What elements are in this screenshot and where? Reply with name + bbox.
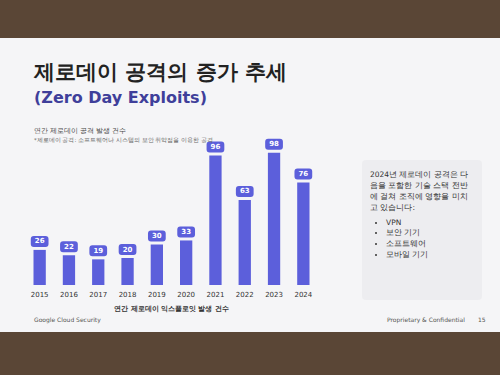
- svg-text:22: 22: [64, 243, 74, 251]
- svg-text:2024: 2024: [294, 291, 312, 299]
- svg-text:2018: 2018: [119, 291, 137, 299]
- svg-text:63: 63: [240, 187, 250, 195]
- svg-text:98: 98: [269, 140, 279, 148]
- html-text:보안 기기: 보안 기기: [386, 228, 421, 238]
- svg-text:2019: 2019: [148, 291, 166, 299]
- svg-text:19: 19: [93, 247, 103, 255]
- html-text:제로데이 공격의 증가 추세: 제로데이 공격의 증가 추세: [34, 60, 287, 84]
- svg-text:연간 제로데이 익스플로잇 발생 건수: 연간 제로데이 익스플로잇 발생 건수: [114, 305, 229, 313]
- html-text:모바일 기기: 모바일 기기: [386, 250, 429, 260]
- html-text:연간 제로데이 공격 발생 건수: 연간 제로데이 공격 발생 건수: [34, 127, 127, 135]
- html-text:소프트웨어: 소프트웨어: [386, 239, 426, 249]
- svg-text:30: 30: [152, 232, 162, 240]
- svg-text:2016: 2016: [60, 291, 78, 299]
- svg-text:2022: 2022: [236, 291, 254, 299]
- svg-text:2017: 2017: [89, 291, 107, 299]
- svg-text:2020: 2020: [177, 291, 195, 299]
- svg-text:26: 26: [35, 237, 45, 245]
- svg-text:20: 20: [123, 246, 133, 254]
- svg-text:2021: 2021: [207, 291, 225, 299]
- html-text:15: 15: [478, 316, 486, 323]
- html-text:VPN: VPN: [386, 217, 402, 227]
- html-text:(Zero Day Exploits): (Zero Day Exploits): [34, 88, 207, 107]
- html-text:2024년 제로데이 공격은 다음을 포함한 기술 스택 전: 2024년 제로데이 공격은 다음을 포함한 기술 스택 전반에 걸쳐 조직에 …: [370, 170, 469, 212]
- html-text:Proprietary & Confidential: Proprietary & Confidential: [387, 316, 465, 323]
- html-text:*제로데이 공격: 소프트웨어나 시스템의 보안 취약점을: *제로데이 공격: 소프트웨어나 시스템의 보안 취약점을 이용한 공격: [34, 137, 213, 143]
- html-text:Google Cloud Security: Google Cloud Security: [34, 316, 101, 323]
- svg-text:2015: 2015: [31, 291, 49, 299]
- svg-text:2023: 2023: [265, 291, 283, 299]
- svg-text:33: 33: [181, 228, 191, 236]
- svg-text:76: 76: [298, 170, 308, 178]
- svg-text:96: 96: [211, 143, 221, 151]
